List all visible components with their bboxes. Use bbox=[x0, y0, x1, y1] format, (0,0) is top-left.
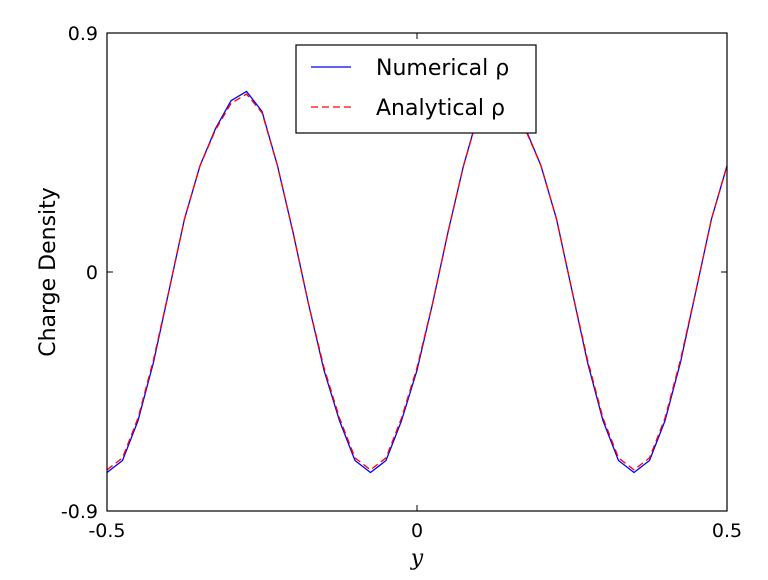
x-axis-label: y bbox=[410, 546, 424, 571]
y-tick-label: 0 bbox=[86, 262, 98, 284]
axes-frame bbox=[106, 32, 728, 512]
series-line-analytical bbox=[106, 93, 728, 471]
legend-label: Numerical ρ bbox=[376, 56, 509, 81]
x-tick-label: 0 bbox=[411, 520, 423, 542]
series-line-numerical bbox=[106, 90, 728, 474]
y-tick-label: 0.9 bbox=[68, 23, 98, 45]
legend: Numerical ρ Analytical ρ bbox=[295, 44, 537, 134]
legend-label: Analytical ρ bbox=[376, 96, 505, 121]
legend-box bbox=[295, 44, 537, 134]
tick-labels: -0.5 0 0.5 -0.9 0 0.9 bbox=[61, 23, 742, 542]
x-tick-label: 0.5 bbox=[712, 520, 742, 542]
y-tick-label: -0.9 bbox=[61, 501, 98, 523]
plot-area bbox=[106, 90, 728, 474]
x-tick-label: -0.5 bbox=[88, 520, 125, 542]
y-axis-label: Charge Density bbox=[36, 187, 61, 357]
